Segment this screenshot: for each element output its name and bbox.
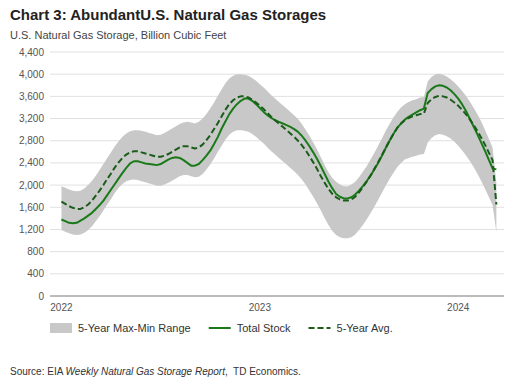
chart: Chart 3: AbundantU.S. Natural Gas Storag… (0, 0, 516, 385)
x-tick-label: 2023 (249, 302, 272, 313)
subtitle: U.S. Natural Gas Storage, Billion Cubic … (10, 29, 226, 41)
y-tick-label: 1,600 (19, 202, 44, 213)
grid-line (50, 52, 504, 53)
grid-line (50, 251, 504, 252)
legend-item: 5-Year Avg. (309, 322, 393, 334)
legend-swatch (309, 327, 331, 329)
legend-item: Total Stock (209, 322, 291, 334)
x-tick-label: 2024 (447, 302, 470, 313)
source-part: , TD Economics. (225, 366, 301, 377)
background (0, 0, 516, 385)
grid-line (50, 273, 504, 274)
y-tick-label: 2,000 (19, 180, 44, 191)
title: Chart 3: AbundantU.S. Natural Gas Storag… (10, 6, 326, 23)
y-tick-label: 1,200 (19, 224, 44, 235)
source-part: Source: EIA (10, 366, 66, 377)
y-tick-label: 3,600 (19, 91, 44, 102)
y-tick-label: 800 (27, 246, 44, 257)
legend-label: 5-Year Avg. (337, 322, 393, 334)
legend-item: 5-Year Max-Min Range (50, 322, 191, 334)
x-axis-line (50, 296, 504, 297)
legend-swatch (50, 323, 72, 333)
grid-line (50, 229, 504, 230)
legend-label: Total Stock (237, 322, 291, 334)
x-tick-label: 2022 (50, 302, 73, 313)
grid-line (50, 296, 504, 297)
y-tick-label: 4,000 (19, 69, 44, 80)
y-tick-label: 0 (38, 291, 44, 302)
series-line (61, 85, 496, 223)
legend-label: 5-Year Max-Min Range (78, 322, 191, 334)
x-tick-labels: 2022 2023 2024 (50, 302, 469, 313)
series-line (61, 96, 496, 209)
y-tick-label: 2,400 (19, 157, 44, 168)
legend-swatch (209, 327, 231, 329)
y-tick-label: 400 (27, 268, 44, 279)
source-part: Weekly Natural Gas Storage Report (66, 366, 227, 377)
y-tick-label: 3,200 (19, 113, 44, 124)
range-area (61, 74, 496, 239)
plot-data (61, 74, 496, 239)
y-tick-labels: 0 400 800 1,200 1,600 2,000 2,400 2,800 3,200 3,6… (19, 47, 44, 302)
grid-line (50, 207, 504, 208)
grid (50, 52, 504, 296)
legend: 5-Year Max-Min Range Total Stock 5-Year Av… (50, 322, 393, 334)
y-tick-label: 4,400 (19, 47, 44, 58)
source: Source: EIA Weekly Natural Gas Storage R… (10, 366, 301, 377)
y-tick-label: 2,800 (19, 135, 44, 146)
